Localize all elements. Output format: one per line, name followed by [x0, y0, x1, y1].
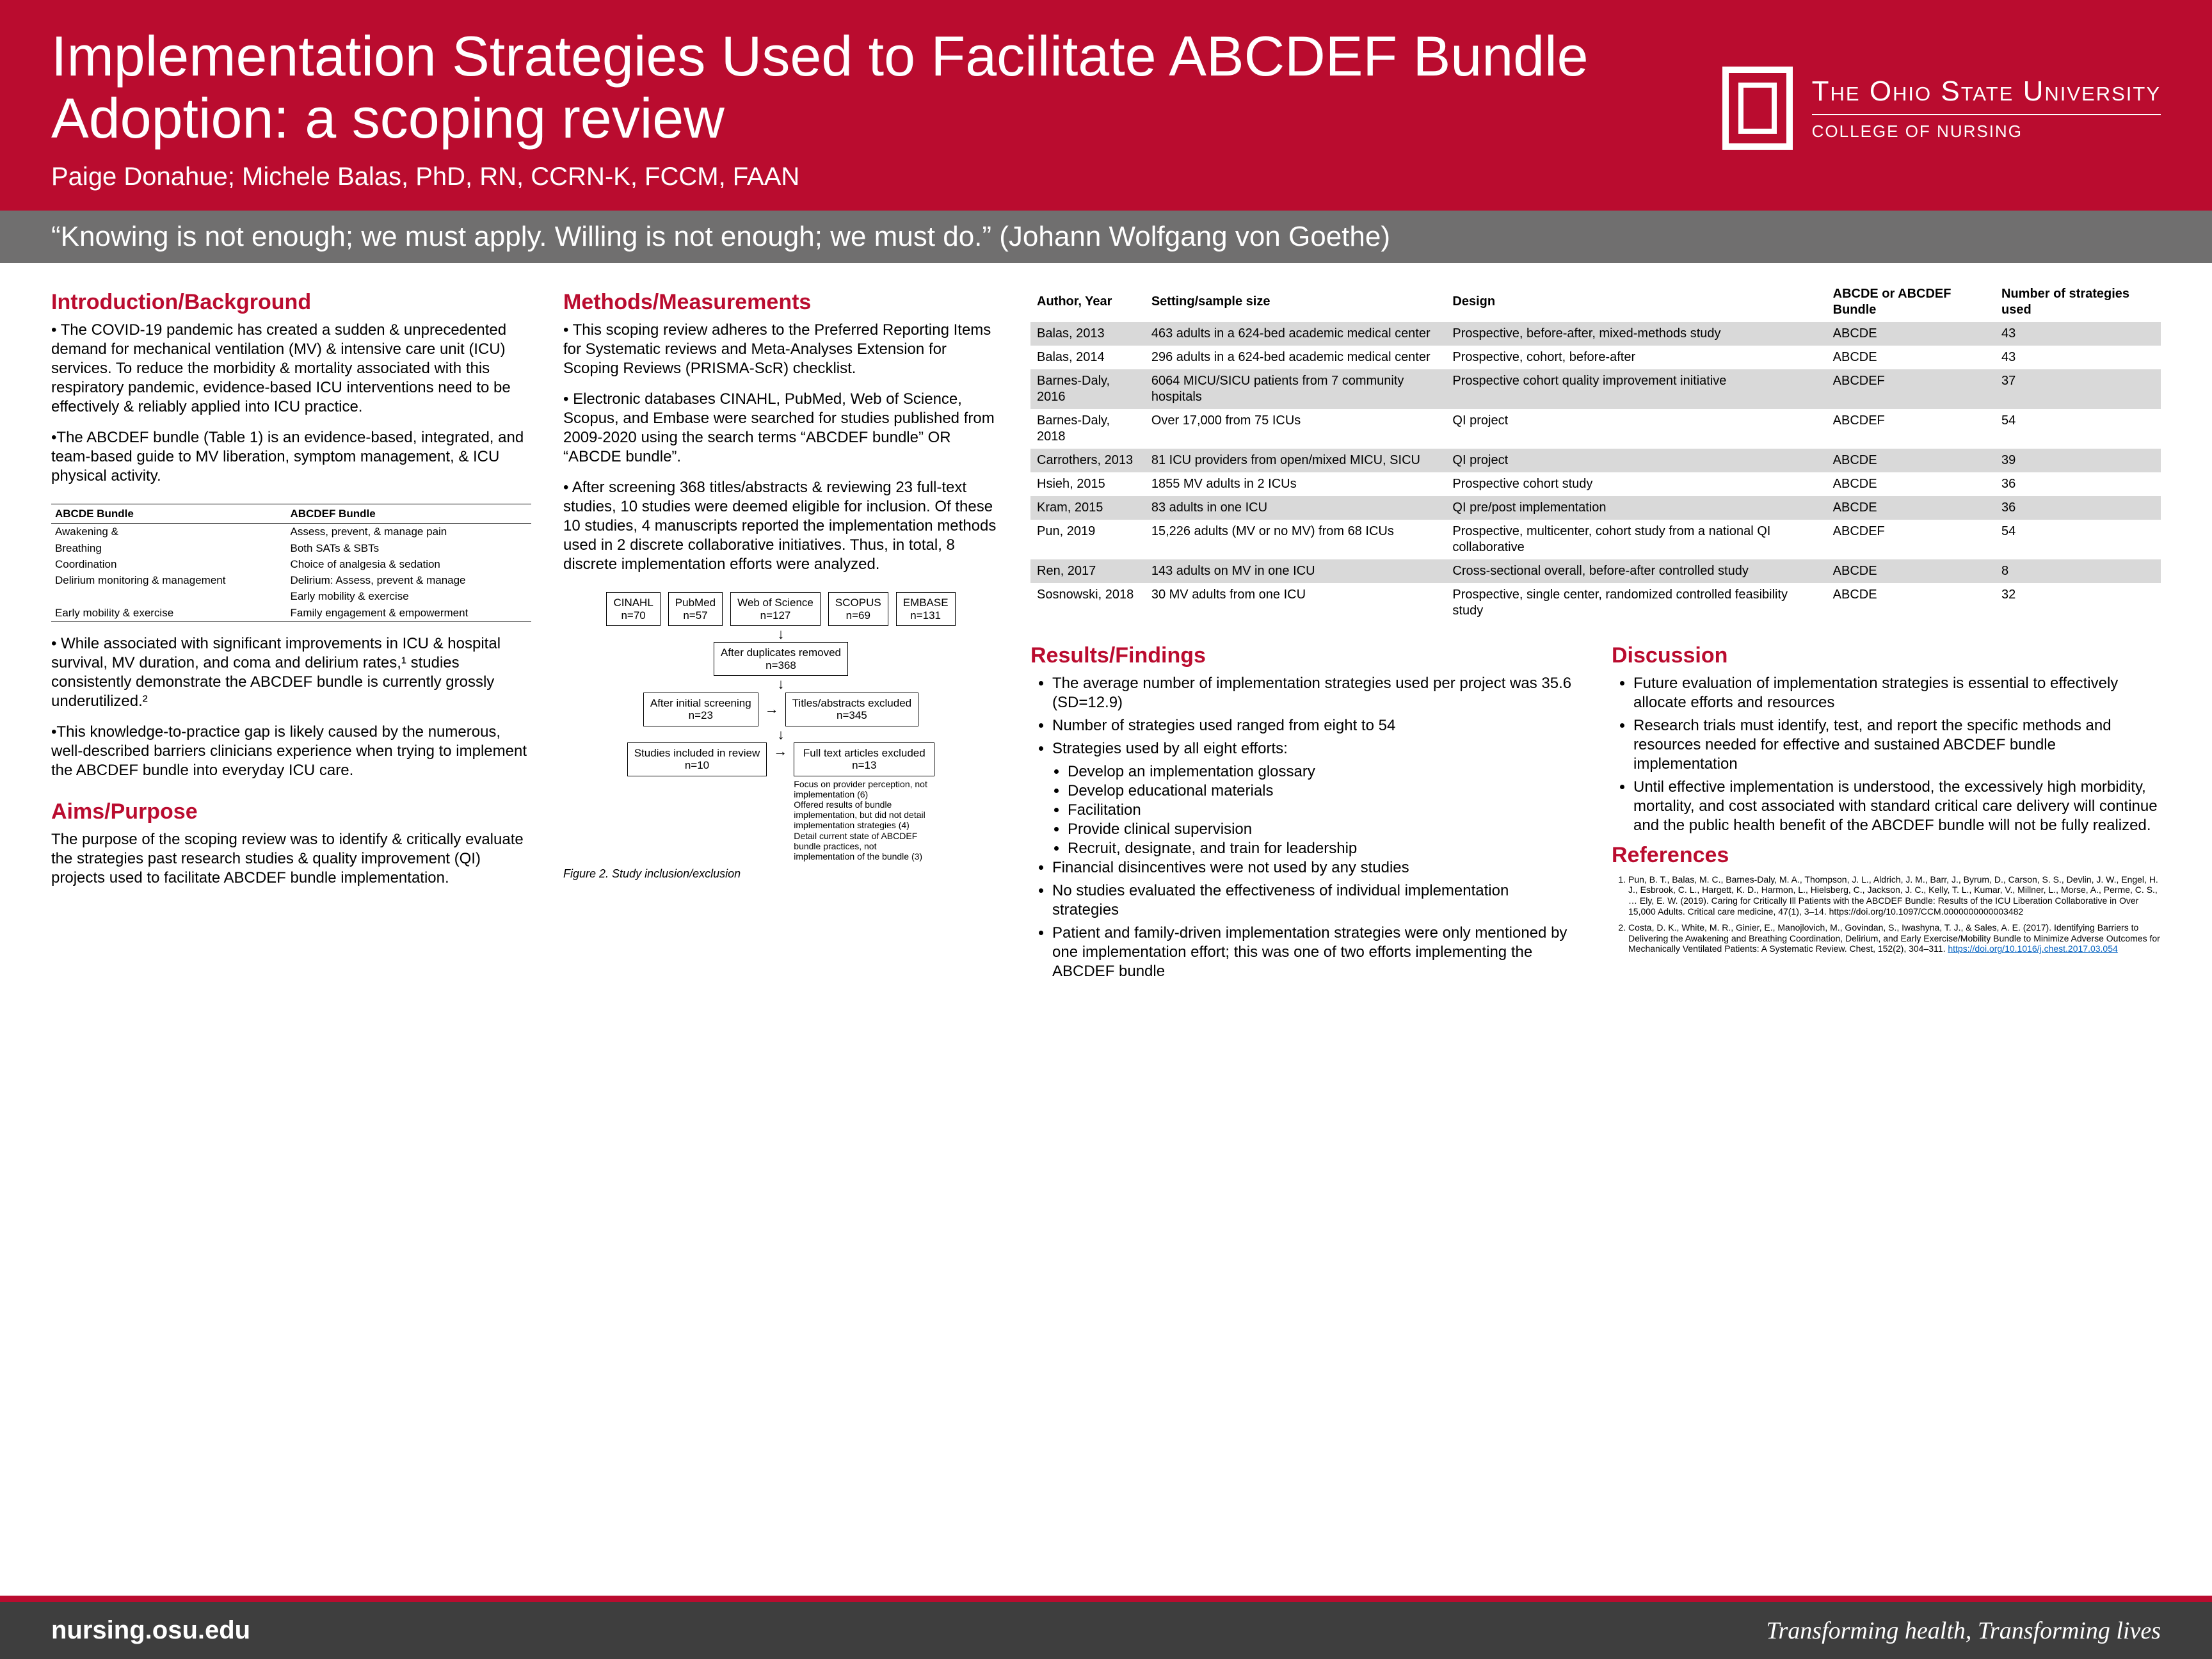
footer-url: nursing.osu.edu	[51, 1616, 250, 1645]
table-row: Pun, 201915,226 adults (MV or no MV) fro…	[1030, 520, 2161, 559]
header-band: Implementation Strategies Used to Facili…	[0, 0, 2212, 211]
results-heading: Results/Findings	[1030, 642, 1580, 669]
quote-band: “Knowing is not enough; we must apply. W…	[0, 211, 2212, 263]
bundle-table: ABCDE BundleABCDEF Bundle Awakening &Ass…	[51, 504, 531, 621]
intro-p3: • While associated with significant impr…	[51, 634, 531, 711]
university-logo: The Ohio State University COLLEGE OF NUR…	[1722, 67, 2161, 150]
table-row: Carrothers, 201381 ICU providers from op…	[1030, 449, 2161, 472]
results-list: The average number of implementation str…	[1052, 674, 1580, 758]
results-discussion-row: Results/Findings The average number of i…	[1030, 636, 2161, 986]
column-1: Introduction/Background • The COVID-19 p…	[51, 282, 531, 1583]
ref-2: Costa, D. K., White, M. R., Ginier, E., …	[1628, 922, 2161, 954]
column-2: Methods/Measurements • This scoping revi…	[563, 282, 998, 1583]
table-row: Ren, 2017143 adults on MV in one ICUCros…	[1030, 559, 2161, 583]
methods-p3: • After screening 368 titles/abstracts &…	[563, 478, 998, 574]
table-row: Balas, 2013463 adults in a 624-bed acade…	[1030, 322, 2161, 346]
table-row: Balas, 2014296 adults in a 624-bed acade…	[1030, 346, 2161, 369]
poster-title: Implementation Strategies Used to Facili…	[51, 26, 1722, 150]
arrow-right-icon: →	[765, 700, 779, 718]
aims-heading: Aims/Purpose	[51, 798, 531, 826]
flow-db-4: EMBASEn=131	[896, 592, 956, 626]
results-list-2: Financial disincentives were not used by…	[1052, 858, 1580, 981]
flow-db-3: SCOPUSn=69	[828, 592, 888, 626]
flow-excluded-2-title: Full text articles excluded n=13	[794, 742, 934, 776]
flow-included: Studies included in review n=10	[627, 742, 767, 776]
discussion-col: Discussion Future evaluation of implemen…	[1612, 636, 2161, 986]
discussion-list: Future evaluation of implementation stra…	[1633, 674, 2161, 835]
methods-heading: Methods/Measurements	[563, 289, 998, 316]
intro-p4: •This knowledge-to-practice gap is likel…	[51, 723, 531, 780]
table-header-row: Author, Year Setting/sample size Design …	[1030, 282, 2161, 322]
prisma-flowchart: CINAHLn=70 PubMedn=57 Web of Sciencen=12…	[563, 592, 998, 862]
intro-p2: •The ABCDEF bundle (Table 1) is an evide…	[51, 428, 531, 486]
flow-db-2: Web of Sciencen=127	[730, 592, 821, 626]
figure-caption: Figure 2. Study inclusion/exclusion	[563, 867, 998, 881]
university-name: The Ohio State University	[1812, 76, 2161, 115]
flow-excluded-1: Titles/abstracts excluded n=345	[785, 693, 918, 726]
footer-band: nursing.osu.edu Transforming health, Tra…	[0, 1596, 2212, 1659]
references-heading: References	[1612, 842, 2161, 869]
column-3: Author, Year Setting/sample size Design …	[1030, 282, 2161, 1583]
ref-2-link[interactable]: https://doi.org/10.1016/j.chest.2017.03.…	[1948, 943, 2117, 954]
intro-p1: • The COVID-19 pandemic has created a su…	[51, 321, 531, 417]
osu-block-o-icon	[1722, 67, 1793, 150]
footer-tagline: Transforming health, Transforming lives	[1766, 1617, 2161, 1645]
results-sublist: Develop an implementation glossary Devel…	[1068, 762, 1580, 858]
flow-db-1: PubMedn=57	[668, 592, 723, 626]
studies-table: Author, Year Setting/sample size Design …	[1030, 282, 2161, 623]
references: Pun, B. T., Balas, M. C., Barnes-Daly, M…	[1612, 874, 2161, 955]
arrow-down-icon: ↓	[778, 680, 785, 688]
flow-excluded-2-detail: Focus on provider perception, not implem…	[794, 779, 934, 862]
table-row: Hsieh, 20151855 MV adults in 2 ICUsProsp…	[1030, 472, 2161, 496]
poster: Implementation Strategies Used to Facili…	[0, 0, 2212, 1659]
discussion-heading: Discussion	[1612, 642, 2161, 669]
arrow-right-icon: →	[773, 742, 787, 760]
ref-1: Pun, B. T., Balas, M. C., Barnes-Daly, M…	[1628, 874, 2161, 917]
arrow-down-icon: ↓	[778, 630, 785, 638]
arrow-down-icon: ↓	[778, 730, 785, 739]
table-row: Barnes-Daly, 2018Over 17,000 from 75 ICU…	[1030, 409, 2161, 449]
title-block: Implementation Strategies Used to Facili…	[51, 26, 1722, 191]
results-col: Results/Findings The average number of i…	[1030, 636, 1580, 986]
flow-screening: After initial screening n=23	[643, 693, 758, 726]
table-row: Kram, 201583 adults in one ICUQI pre/pos…	[1030, 496, 2161, 520]
flow-db-0: CINAHLn=70	[606, 592, 660, 626]
aims-p: The purpose of the scoping review was to…	[51, 830, 531, 888]
methods-p1: • This scoping review adheres to the Pre…	[563, 321, 998, 378]
methods-p2: • Electronic databases CINAHL, PubMed, W…	[563, 390, 998, 467]
content-area: Introduction/Background • The COVID-19 p…	[0, 263, 2212, 1596]
authors: Paige Donahue; Michele Balas, PhD, RN, C…	[51, 163, 1722, 191]
flow-duplicates: After duplicates removed n=368	[714, 642, 848, 676]
table-row: Sosnowski, 201830 MV adults from one ICU…	[1030, 583, 2161, 623]
bundle-h1: ABCDE Bundle	[51, 504, 287, 524]
intro-heading: Introduction/Background	[51, 289, 531, 316]
college-name: COLLEGE OF NURSING	[1812, 122, 2161, 141]
bundle-h2: ABCDEF Bundle	[287, 504, 532, 524]
table-row: Barnes-Daly, 20166064 MICU/SICU patients…	[1030, 369, 2161, 409]
